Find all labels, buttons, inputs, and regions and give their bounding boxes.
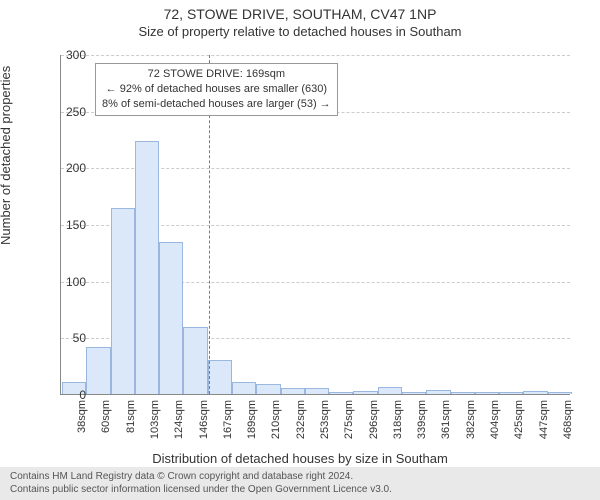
histogram-bar: [256, 384, 280, 394]
histogram-bar: [329, 392, 353, 394]
histogram-bar: [402, 392, 426, 394]
histogram-bar: [86, 347, 110, 394]
x-tick-label: 124sqm: [173, 400, 185, 460]
y-tick-label: 150: [46, 218, 86, 232]
x-tick-label: 361sqm: [440, 400, 452, 460]
histogram-bar: [475, 392, 499, 394]
chart-subtitle: Size of property relative to detached ho…: [0, 24, 600, 39]
x-tick-label: 167sqm: [222, 400, 234, 460]
x-tick-label: 296sqm: [368, 400, 380, 460]
x-tick-label: 404sqm: [489, 400, 501, 460]
x-tick-label: 189sqm: [246, 400, 258, 460]
footer-line-2: Contains public sector information licen…: [10, 484, 590, 497]
y-tick-label: 200: [46, 161, 86, 175]
histogram-bar: [281, 388, 305, 394]
annotation-box: 72 STOWE DRIVE: 169sqm← 92% of detached …: [95, 63, 338, 116]
histogram-bar: [111, 208, 135, 394]
x-tick-label: 382sqm: [465, 400, 477, 460]
x-tick-label: 103sqm: [149, 400, 161, 460]
x-tick-label: 232sqm: [295, 400, 307, 460]
footer-attribution: Contains HM Land Registry data © Crown c…: [0, 467, 600, 500]
annotation-line: 72 STOWE DRIVE: 169sqm: [102, 67, 331, 82]
histogram-bar: [523, 391, 547, 394]
histogram-bar: [426, 390, 450, 394]
x-tick-label: 253sqm: [319, 400, 331, 460]
footer-line-1: Contains HM Land Registry data © Crown c…: [10, 471, 590, 484]
x-tick-label: 339sqm: [416, 400, 428, 460]
y-axis-label: Number of detached properties: [0, 66, 13, 245]
gridline: [61, 55, 570, 56]
x-tick-label: 210sqm: [270, 400, 282, 460]
x-tick-label: 447sqm: [538, 400, 550, 460]
chart-title: 72, STOWE DRIVE, SOUTHAM, CV47 1NP: [0, 6, 600, 22]
histogram-bar: [208, 360, 232, 394]
histogram-bar: [353, 391, 377, 394]
y-tick-label: 250: [46, 105, 86, 119]
plot-area: 72 STOWE DRIVE: 169sqm← 92% of detached …: [60, 55, 570, 395]
histogram-bar: [183, 327, 207, 394]
histogram-bar: [378, 387, 402, 394]
histogram-bar: [135, 141, 159, 394]
histogram-bar: [232, 382, 256, 394]
y-tick-label: 300: [46, 48, 86, 62]
x-tick-label: 275sqm: [343, 400, 355, 460]
histogram-bar: [305, 388, 329, 394]
histogram-bar: [451, 392, 475, 394]
x-tick-label: 146sqm: [198, 400, 210, 460]
histogram-bar: [548, 392, 572, 394]
x-tick-label: 60sqm: [100, 400, 112, 460]
histogram-bar: [499, 392, 523, 394]
histogram-bar: [159, 242, 183, 394]
x-tick-label: 425sqm: [513, 400, 525, 460]
annotation-line: 8% of semi-detached houses are larger (5…: [102, 97, 331, 112]
x-tick-label: 38sqm: [76, 400, 88, 460]
y-tick-label: 100: [46, 275, 86, 289]
y-tick-label: 50: [46, 331, 86, 345]
x-tick-label: 318sqm: [392, 400, 404, 460]
x-tick-label: 81sqm: [125, 400, 137, 460]
x-tick-label: 468sqm: [562, 400, 574, 460]
histogram-chart: 72, STOWE DRIVE, SOUTHAM, CV47 1NP Size …: [0, 0, 600, 500]
annotation-line: ← 92% of detached houses are smaller (63…: [102, 82, 331, 97]
